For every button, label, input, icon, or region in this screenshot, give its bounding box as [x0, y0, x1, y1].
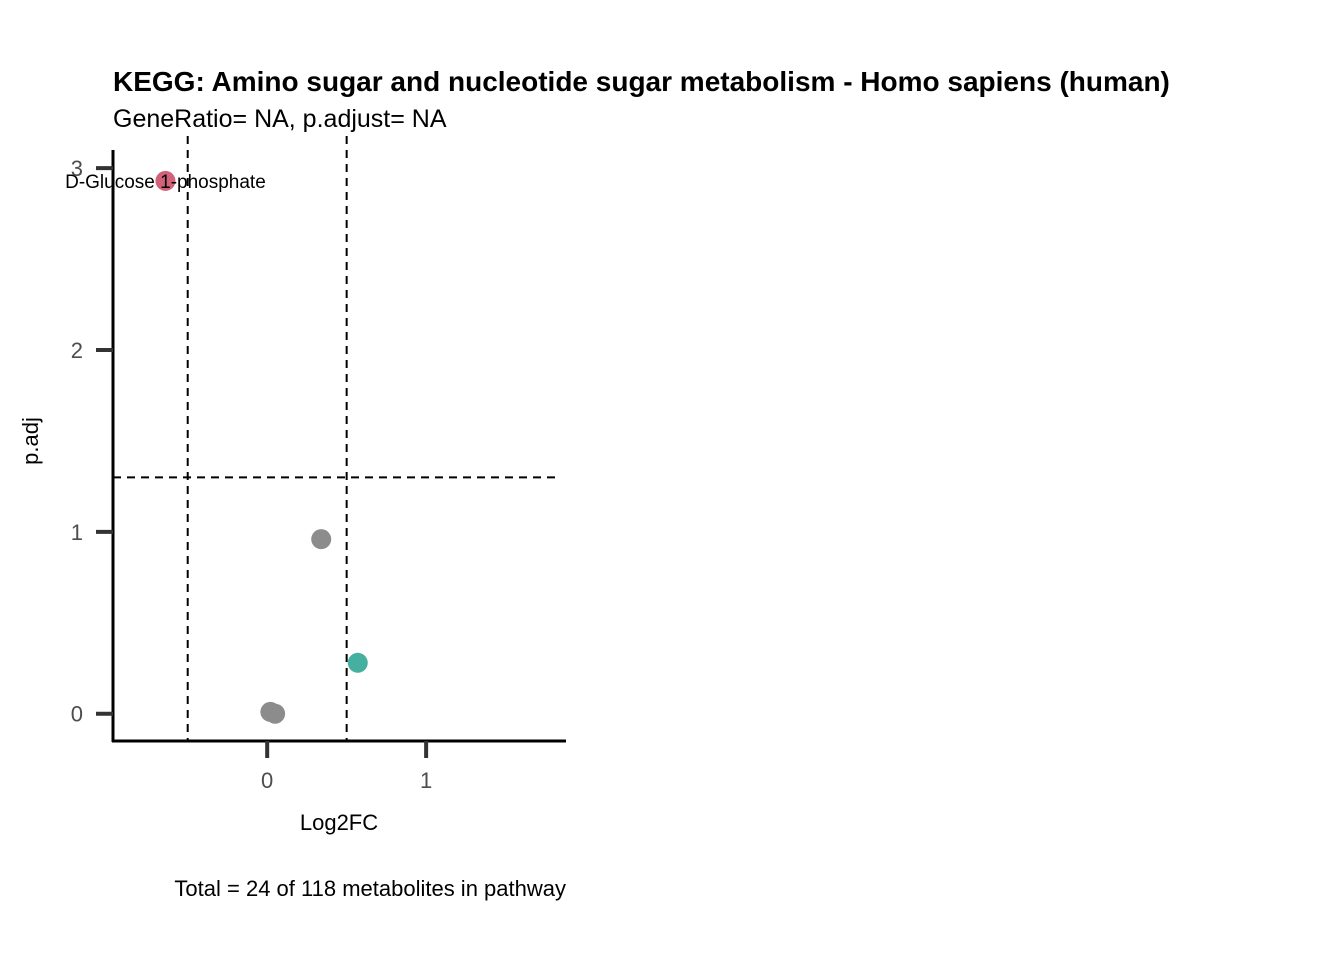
- reference-lines: [113, 136, 558, 741]
- x-axis-title: Log2FC: [300, 810, 378, 835]
- x-tick-label-0: 0: [261, 768, 273, 793]
- point-label-0: D-Glucose 1-phosphate: [65, 172, 266, 193]
- data-point-1: [311, 529, 331, 549]
- chart-caption: Total = 24 of 118 metabolites in pathway: [174, 876, 566, 901]
- y-tick-label-0: 0: [71, 702, 83, 727]
- y-axis-ticks: 0 1 2 3: [71, 156, 113, 727]
- x-tick-label-1: 1: [420, 768, 432, 793]
- data-point-2: [348, 653, 368, 673]
- y-tick-label-1: 1: [71, 520, 83, 545]
- y-tick-label-3: 3: [71, 156, 83, 181]
- point-labels: D-Glucose 1-phosphate: [65, 172, 266, 193]
- chart-title: KEGG: Amino sugar and nucleotide sugar m…: [113, 66, 1170, 97]
- y-tick-label-2: 2: [71, 338, 83, 363]
- y-axis-title: p.adj: [18, 417, 43, 465]
- chart-subtitle: GeneRatio= NA, p.adjust= NA: [113, 105, 447, 133]
- data-point-4: [265, 704, 285, 724]
